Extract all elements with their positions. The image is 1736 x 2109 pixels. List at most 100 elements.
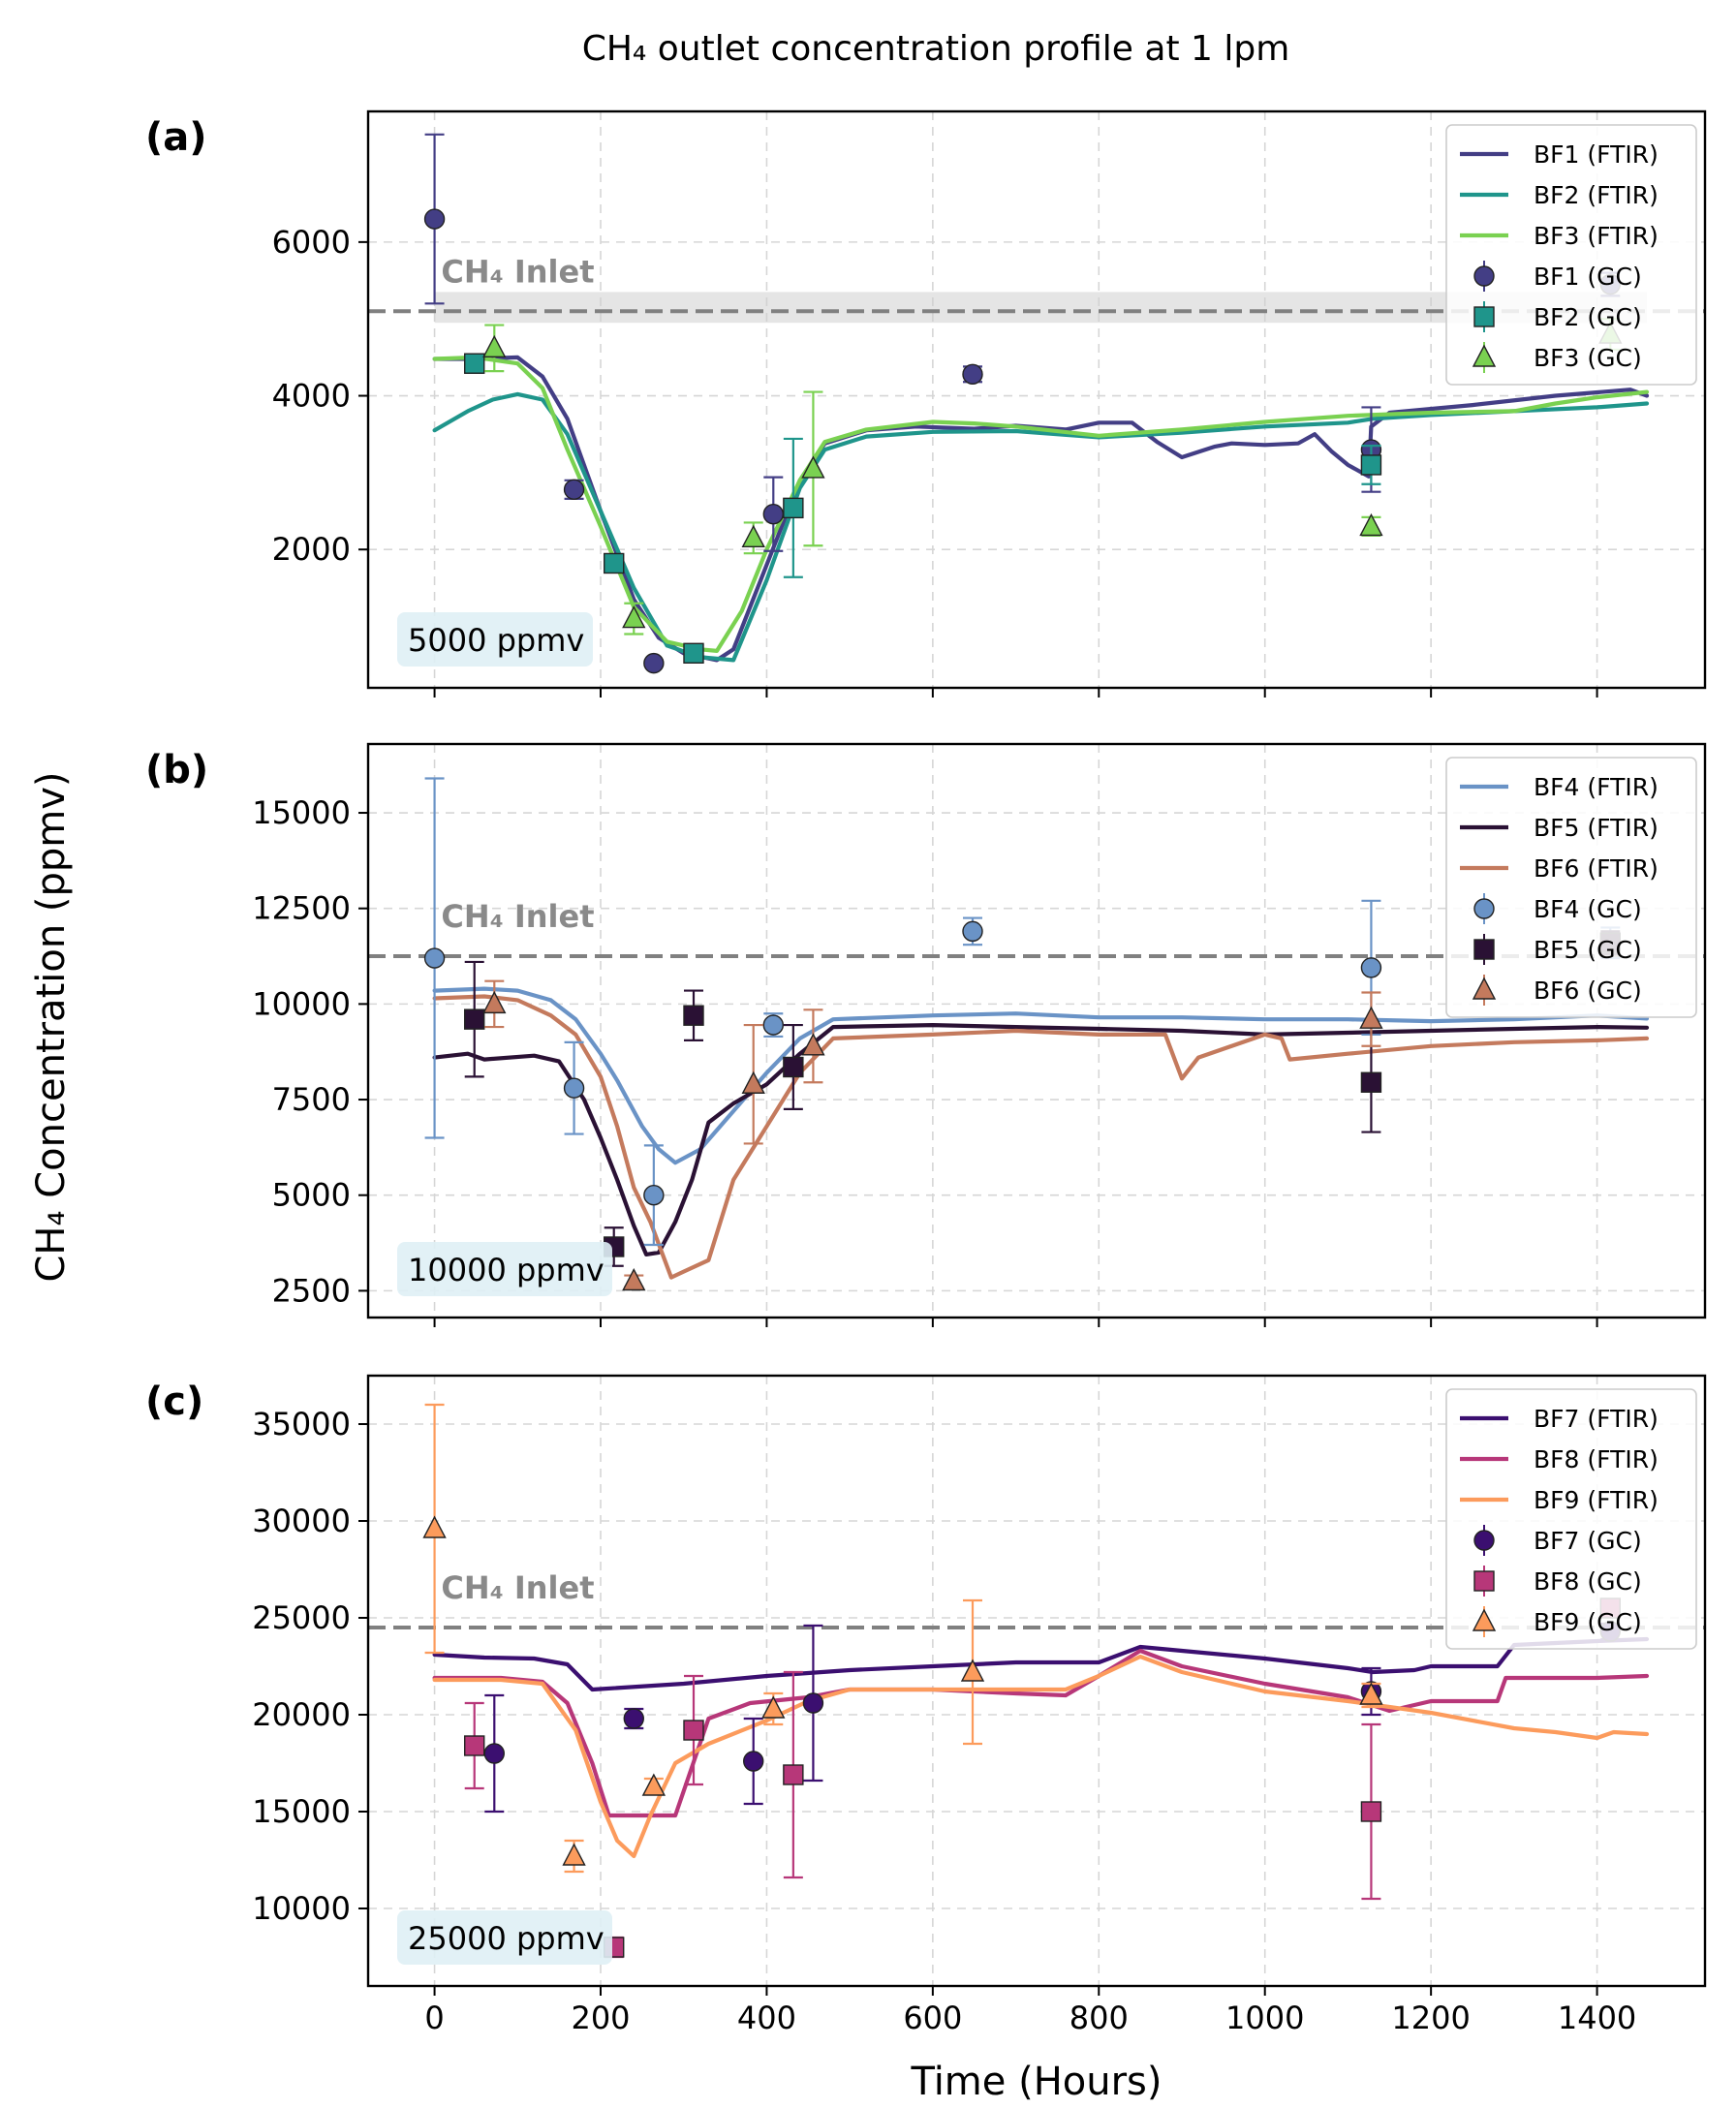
gc-point <box>464 353 485 374</box>
gc-point <box>802 1624 824 1783</box>
gc-marker <box>762 504 784 525</box>
axes-frame <box>366 109 1707 690</box>
gc-marker <box>563 1077 585 1099</box>
gc-marker <box>801 1033 825 1056</box>
legend-label: BF3 (GC) <box>1534 344 1642 372</box>
legend-entry: BF2 (FTIR) <box>1460 181 1658 209</box>
gc-point <box>683 1674 704 1786</box>
gc-marker <box>783 1764 804 1785</box>
legend-entry: BF5 (GC) <box>1473 934 1642 965</box>
gc-marker <box>641 1773 666 1796</box>
legend: BF7 (FTIR) BF8 (FTIR) BF9 (FTIR) BF7 (GC) BF… <box>1445 1388 1697 1650</box>
gc-marker <box>562 1843 586 1866</box>
legend-label: BF1 (FTIR) <box>1534 140 1658 169</box>
legend-entry: BF7 (GC) <box>1473 1525 1642 1556</box>
concentration-text: 10000 ppmv <box>408 1252 604 1288</box>
gc-point <box>563 479 585 501</box>
legend-entry: BF5 (FTIR) <box>1460 814 1658 842</box>
legend-label: BF9 (FTIR) <box>1534 1486 1658 1514</box>
y-tick-label: 10000 <box>252 1890 351 1927</box>
panel-label: (c) <box>145 1380 203 1424</box>
inlet-band <box>434 292 1648 324</box>
y-tick-label: 15000 <box>252 1793 351 1830</box>
legend-label: BF4 (GC) <box>1534 895 1642 923</box>
legend-entry: BF3 (GC) <box>1472 342 1642 373</box>
gc-marker <box>1360 957 1382 978</box>
gc-point <box>604 552 625 574</box>
legend-entry: BF1 (GC) <box>1473 261 1642 292</box>
gc-point <box>762 1012 784 1039</box>
legend-label: BF7 (FTIR) <box>1534 1405 1658 1433</box>
gc-marker <box>423 947 446 969</box>
gc-marker <box>683 1720 704 1741</box>
series-line <box>432 1648 1650 1818</box>
x-tick-label: 0 <box>424 2000 444 2036</box>
gc-marker <box>762 1014 784 1036</box>
gc-marker <box>643 652 665 674</box>
gc-point <box>683 642 704 664</box>
gc-marker <box>464 1008 485 1030</box>
x-tick-label: 400 <box>737 2000 796 2036</box>
legend-label: BF8 (FTIR) <box>1534 1445 1658 1473</box>
gc-marker <box>482 334 507 358</box>
x-axis-label: Time (Hours) <box>910 2060 1162 2104</box>
legend-entry: BF4 (FTIR) <box>1460 773 1658 801</box>
gc-marker <box>802 1692 824 1714</box>
gc-point <box>761 1691 786 1726</box>
gc-point <box>623 1707 644 1730</box>
y-tick-label: 2000 <box>272 531 351 568</box>
panel-1: 2000 4000 6000 CH₄ Inlet 5000 ppmv BF1 (FTIR)… <box>145 109 1707 698</box>
concentration-text: 5000 ppmv <box>408 622 584 659</box>
legend-box <box>1445 124 1697 386</box>
legend-label: BF1 (GC) <box>1534 263 1642 291</box>
gc-marker <box>563 479 585 501</box>
legend-marker-swatch <box>1473 898 1495 919</box>
y-tick-label: 4000 <box>272 378 351 415</box>
y-tick-label: 25000 <box>252 1599 351 1636</box>
series-line <box>432 1636 1650 1692</box>
inlet-label: CH₄ Inlet <box>441 1569 594 1606</box>
gc-marker <box>604 552 625 574</box>
gc-point <box>762 476 784 552</box>
gc-marker <box>683 642 704 664</box>
y-axis-label: CH₄ Concentration (ppmv) <box>29 771 74 1282</box>
concentration-box <box>397 612 593 667</box>
plot-area <box>422 1403 1650 1959</box>
gc-point <box>562 1839 586 1874</box>
gc-point <box>483 1693 505 1814</box>
gc-marker <box>1359 1682 1383 1705</box>
gc-point <box>622 1267 646 1291</box>
inlet-label: CH₄ Inlet <box>441 898 594 935</box>
gc-marker <box>622 1267 646 1291</box>
gc-point <box>622 602 646 636</box>
y-tick-label: 20000 <box>252 1696 351 1733</box>
gc-point <box>1359 512 1383 538</box>
gc-marker <box>1359 1006 1383 1029</box>
gc-point <box>783 437 804 578</box>
y-tick-label: 6000 <box>272 224 351 261</box>
gc-marker <box>761 1695 786 1719</box>
gc-point <box>422 1403 447 1655</box>
gc-marker <box>1360 454 1382 476</box>
legend-label: BF3 (FTIR) <box>1534 222 1658 250</box>
legend-box <box>1445 1388 1697 1650</box>
y-tick-label: 10000 <box>252 985 351 1022</box>
series-line <box>432 986 1650 1165</box>
y-tick-label: 7500 <box>272 1081 351 1118</box>
concentration-label: 5000 ppmv <box>397 612 593 667</box>
gc-marker <box>962 363 983 386</box>
gc-marker <box>643 1185 665 1206</box>
gc-point <box>1360 1722 1382 1901</box>
gc-point <box>423 777 446 1139</box>
gc-point <box>423 133 446 305</box>
gc-marker <box>464 1735 485 1756</box>
axes-frame <box>366 1374 1707 1988</box>
gc-point <box>482 324 507 373</box>
gc-marker <box>1360 1801 1382 1822</box>
legend-marker-swatch <box>1473 1570 1495 1592</box>
gc-marker <box>464 353 485 374</box>
concentration-box <box>397 1910 612 1965</box>
legend-label: BF5 (GC) <box>1534 936 1642 964</box>
legend-marker-swatch <box>1472 1608 1497 1631</box>
